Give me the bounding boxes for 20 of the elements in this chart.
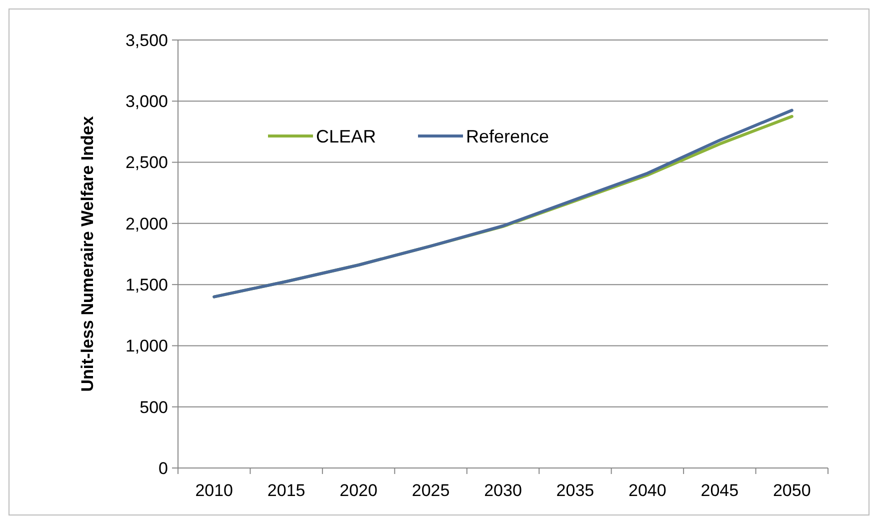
legend-label: Reference	[466, 126, 550, 146]
x-tick-label: 2040	[628, 481, 666, 500]
x-tick-label: 2025	[412, 481, 450, 500]
x-tick-label: 2035	[556, 481, 594, 500]
y-axis-title: Unit-less Numeraire Welfare Index	[78, 116, 97, 392]
y-tick-label: 1,500	[125, 276, 168, 295]
x-tick-label: 2050	[772, 481, 811, 500]
y-tick-label: 0	[158, 458, 168, 478]
x-tick-label: 2045	[700, 481, 739, 500]
y-tick-label: 2,500	[125, 153, 168, 172]
y-tick-label: 500	[140, 398, 168, 417]
x-tick-label: 2030	[484, 481, 522, 500]
legend-label: CLEAR	[316, 126, 376, 146]
y-tick-label: 2,000	[125, 214, 168, 234]
y-tick-label: 3,500	[125, 30, 168, 50]
y-tick-label: 1,000	[125, 336, 168, 356]
x-tick-label: 2015	[267, 481, 306, 500]
x-tick-label: 2020	[340, 481, 378, 500]
y-tick-label: 3,000	[125, 92, 168, 112]
x-tick-label: 2010	[195, 481, 234, 500]
